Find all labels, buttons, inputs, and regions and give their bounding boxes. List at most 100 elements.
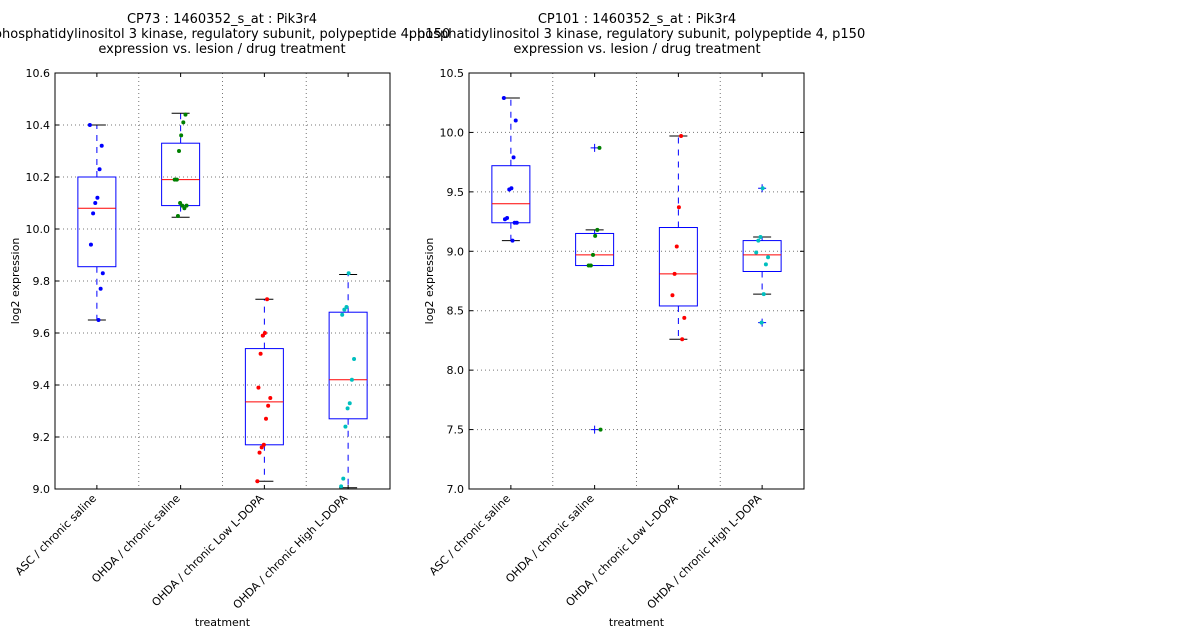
box-iqr [742,240,782,272]
data-point [343,424,348,429]
data-point [260,333,265,338]
data-point [96,318,101,322]
data-point [342,307,347,312]
data-point [339,484,344,489]
y-tick-label: 10.0 [26,223,51,236]
chart-title-line: phosphatidylinositol 3 kinase, regulator… [0,27,450,42]
data-point [345,406,350,411]
data-point [501,95,506,100]
y-tick-label: 9.2 [33,431,51,444]
data-point [754,250,759,255]
data-point [347,401,352,406]
y-tick-label: 7.0 [447,483,465,496]
data-point [352,357,357,361]
data-point [597,145,602,150]
data-point [679,133,684,138]
data-point [179,133,184,138]
data-point [91,211,96,216]
data-point [760,186,765,191]
data-point [266,403,271,408]
box-1 [491,95,531,243]
box-iqr [77,176,117,268]
x-axis-label: treatment [609,616,665,629]
data-point [513,118,518,123]
data-point [341,476,346,481]
data-point [99,143,104,148]
data-point [511,155,516,160]
data-point [268,396,273,400]
box-iqr [328,311,368,420]
box-2 [161,112,201,218]
data-point [591,252,596,257]
y-tick-label: 9.6 [33,327,51,340]
box-iqr [244,348,284,446]
data-point [682,315,687,320]
data-point [100,271,105,276]
y-tick-label: 9.5 [447,186,465,199]
y-tick-label: 10.4 [26,119,51,132]
y-tick-label: 8.5 [447,305,465,318]
y-tick-label: 9.0 [447,245,465,258]
box-iqr [491,165,531,224]
box-iqr [658,227,698,307]
data-point [255,479,260,484]
y-tick-label: 9.8 [33,275,51,288]
data-point [507,187,512,192]
data-point [510,238,515,243]
data-point [98,286,103,291]
data-point [680,337,685,342]
y-axis-label: log2 expression [9,238,22,325]
y-tick-label: 10.0 [440,126,465,139]
data-point [586,263,591,268]
box-4 [742,184,782,327]
data-point [178,201,183,205]
data-point [263,416,268,421]
box-3 [658,133,698,342]
data-point [340,312,345,317]
data-point [349,377,354,382]
data-point [756,238,761,243]
data-point [177,149,182,153]
axes-frame [54,72,391,490]
data-point [758,235,763,240]
data-point [672,271,677,276]
data-point [265,297,270,302]
chart-panel-2: CP101 : 1460352_s_at : Pik3r4phosphatidy… [409,12,865,629]
y-axis-label: log2 expression [423,238,436,325]
outlier-marker [590,425,599,434]
data-point [175,214,180,218]
data-point [502,217,507,222]
data-point [181,120,186,125]
y-tick-label: 10.2 [26,171,51,184]
data-point [759,320,764,325]
box-4 [328,271,368,489]
data-point [674,244,679,249]
chart-title-line: phosphatidylinositol 3 kinase, regulator… [409,27,865,42]
axes-frame [468,72,805,490]
box-iqr [575,232,615,267]
chart-title-line: CP101 : 1460352_s_at : Pik3r4 [538,12,736,27]
chart-panel-1: CP73 : 1460352_s_at : Pik3r4phosphatidyl… [0,12,450,629]
box-3 [244,297,284,484]
box-1 [77,123,117,322]
data-point [259,445,264,450]
x-tick-label: ASC / chronic saline [427,492,513,578]
chart-title-line: CP73 : 1460352_s_at : Pik3r4 [127,12,317,27]
data-point [346,271,351,276]
box-iqr [161,142,201,207]
data-point [598,427,603,432]
y-tick-label: 10.5 [440,67,465,80]
data-point [93,201,98,205]
y-tick-label: 7.5 [447,424,465,437]
outlier-marker [590,143,599,152]
data-point [87,123,92,127]
y-tick-label: 8.0 [447,364,465,377]
x-tick-label: OHDA / chronic saline [503,492,597,586]
x-tick-label: OHDA / chronic saline [89,492,183,586]
data-point [256,385,261,390]
data-point [670,293,675,298]
x-axis-label: treatment [195,616,251,629]
data-point [763,262,768,267]
data-point [766,255,771,260]
